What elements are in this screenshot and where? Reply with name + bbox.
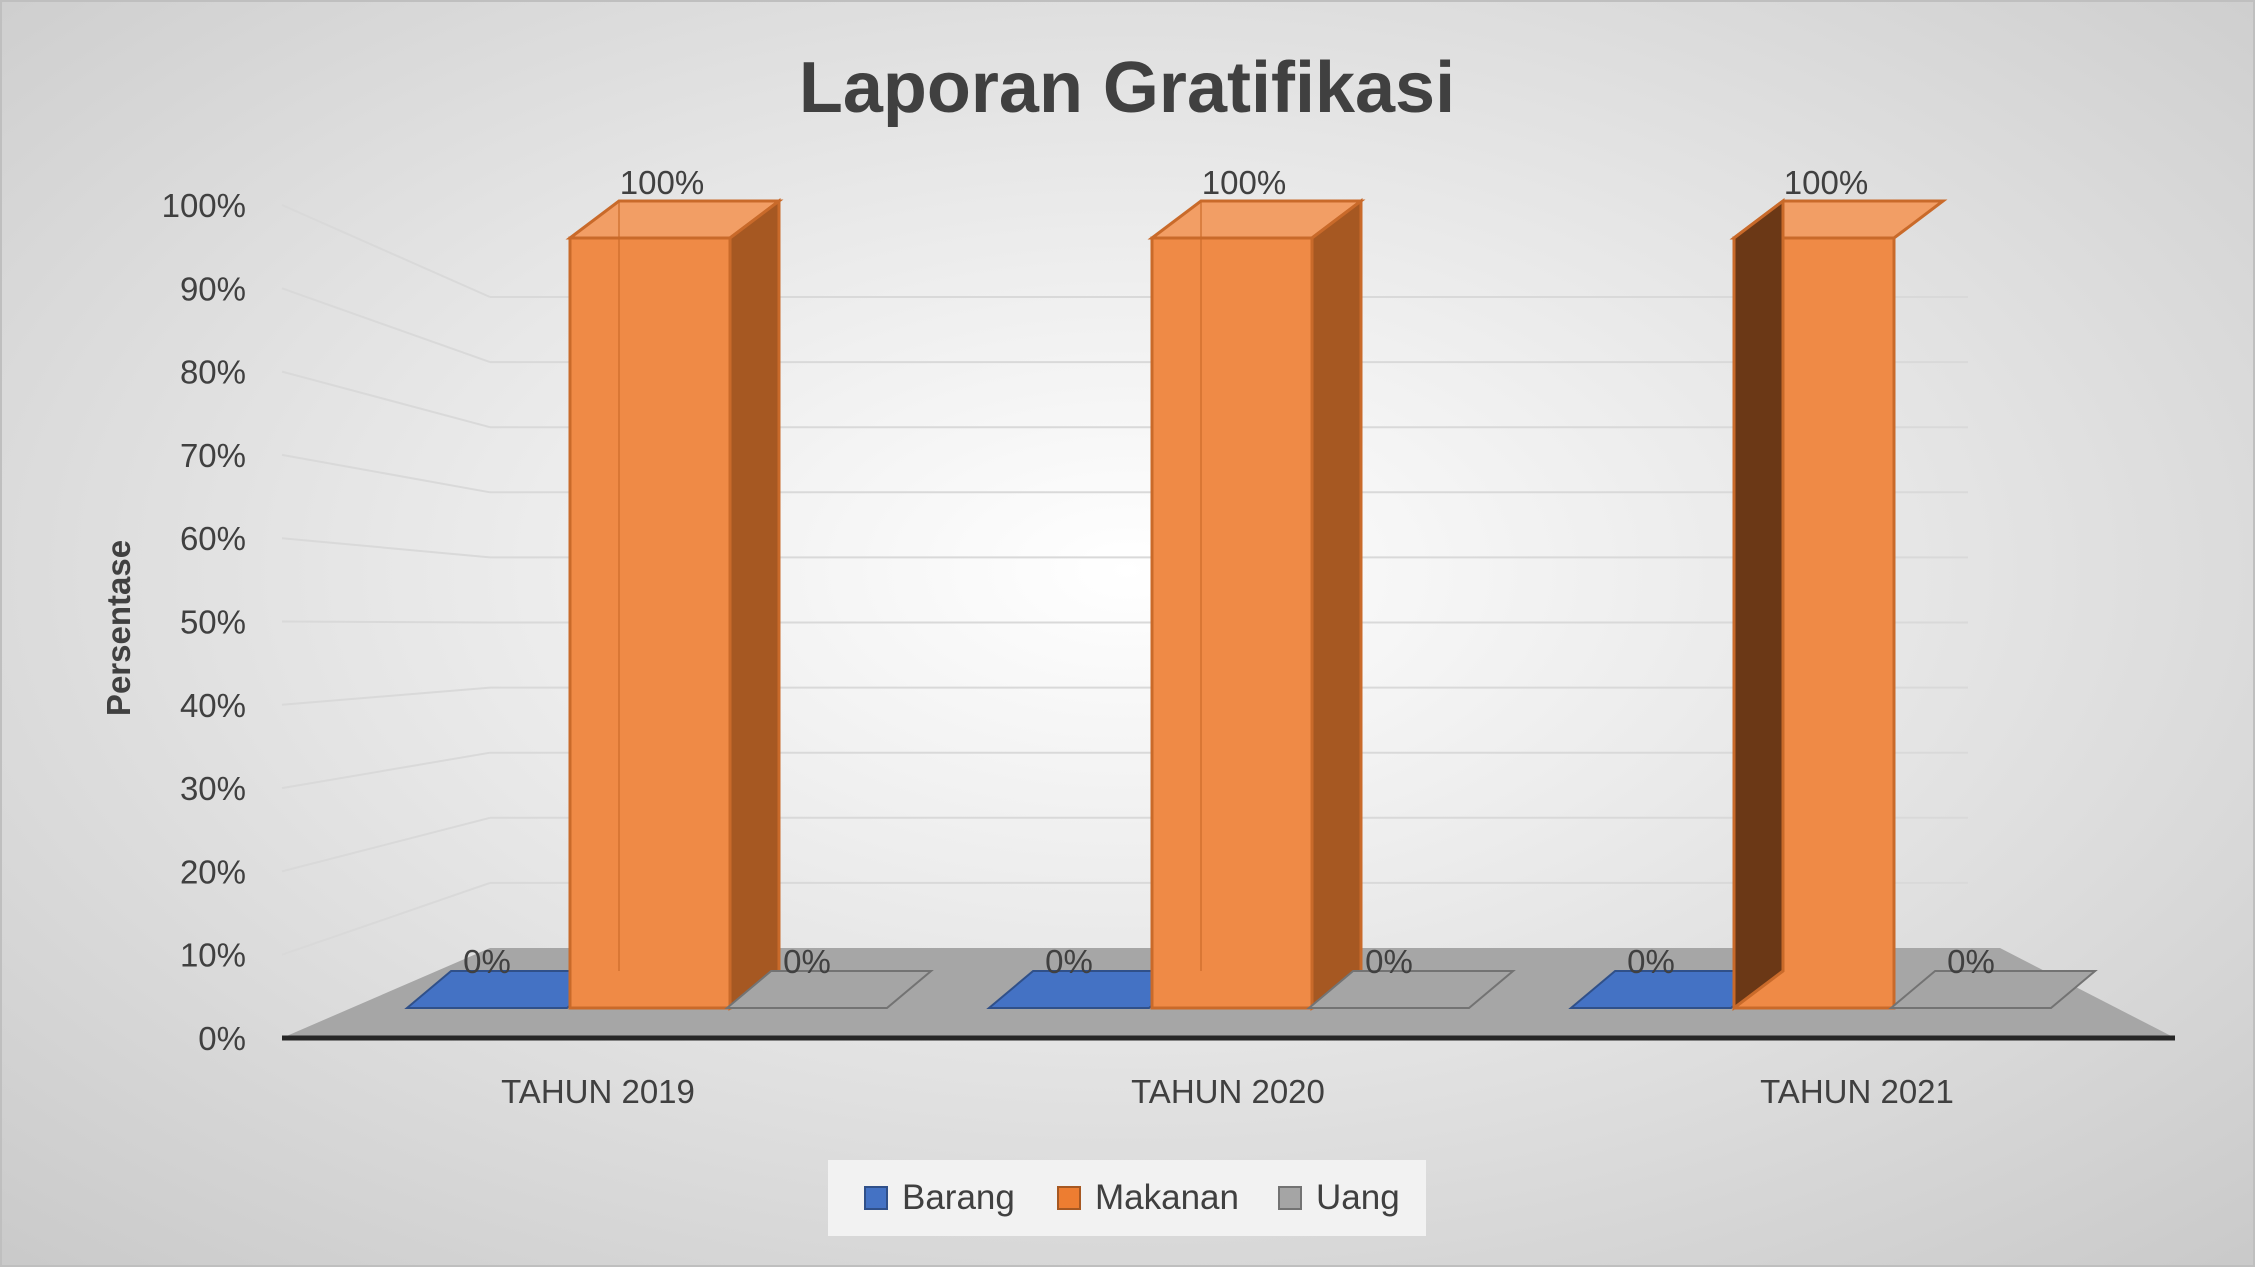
bar-makanan-0 <box>565 197 784 1012</box>
gridline-side <box>281 453 491 494</box>
bar-makanan-1 <box>1147 197 1366 1012</box>
gridline-side <box>281 370 491 429</box>
legend-box <box>828 1160 1426 1236</box>
data-label: 100% <box>1202 164 1286 201</box>
data-label: 0% <box>463 943 511 980</box>
data-label: 0% <box>1365 943 1413 980</box>
bar-uang-2 <box>1888 970 2098 1009</box>
gridline-side <box>281 881 491 956</box>
data-label: 100% <box>1784 164 1868 201</box>
data-label: 0% <box>1947 943 1995 980</box>
bar-makanan-0-side <box>728 197 781 1012</box>
y-tick-label: 0% <box>198 1020 246 1057</box>
y-tick-label: 20% <box>180 853 246 890</box>
legend-label-makanan: Makanan <box>1095 1178 1239 1217</box>
y-tick-label: 30% <box>180 770 246 807</box>
bar-makanan-1-front <box>1150 236 1314 1010</box>
gridline-side <box>281 620 491 624</box>
bar-uang-0 <box>724 970 934 1009</box>
y-tick-label: 50% <box>180 604 246 641</box>
gridline-side <box>281 686 491 706</box>
gridline-side <box>281 287 491 364</box>
gridline-side <box>281 816 491 873</box>
y-tick-label: 60% <box>180 520 246 557</box>
data-label: 0% <box>783 943 831 980</box>
legend-swatch-barang <box>864 1186 888 1210</box>
x-axis-ticks: TAHUN 2019 TAHUN 2020 TAHUN 2021 <box>501 1073 1954 1110</box>
y-tick-label: 40% <box>180 687 246 724</box>
data-label: 0% <box>1045 943 1093 980</box>
gridline-side <box>281 537 491 559</box>
bars: 0% 100% 0% 0% 100% 0% 0% 100% 0% <box>404 164 2098 1012</box>
y-tick-label: 100% <box>162 187 246 224</box>
y-tick-label: 90% <box>180 270 246 307</box>
data-label: 100% <box>620 164 704 201</box>
data-label: 0% <box>1627 943 1675 980</box>
bar-makanan-0-front <box>568 236 732 1010</box>
gridline-side <box>281 204 491 298</box>
gridline-side <box>281 751 491 790</box>
x-tick-label: TAHUN 2019 <box>501 1073 695 1110</box>
legend-label-uang: Uang <box>1316 1178 1400 1217</box>
y-axis-label: Persentase <box>100 540 137 716</box>
y-tick-label: 80% <box>180 354 246 391</box>
x-tick-label: TAHUN 2020 <box>1131 1073 1325 1110</box>
bar-makanan-2 <box>1729 197 1948 1012</box>
legend-swatch-makanan <box>1057 1186 1081 1210</box>
chart-title: Laporan Gratifikasi <box>799 48 1455 128</box>
bar-makanan-2-side <box>1732 197 1785 1012</box>
y-axis-ticks: 0% 10% 20% 30% 40% 50% 60% 70% 80% 90% 100% <box>162 187 246 1057</box>
legend-swatch-uang <box>1278 1186 1302 1210</box>
bar-makanan-1-side <box>1310 197 1363 1012</box>
legend: Barang Makanan Uang <box>828 1160 1426 1236</box>
y-tick-label: 70% <box>180 437 246 474</box>
bar-uang-1 <box>1306 970 1516 1009</box>
legend-label-barang: Barang <box>902 1178 1015 1217</box>
x-tick-label: TAHUN 2021 <box>1760 1073 1954 1110</box>
y-tick-label: 10% <box>180 937 246 974</box>
